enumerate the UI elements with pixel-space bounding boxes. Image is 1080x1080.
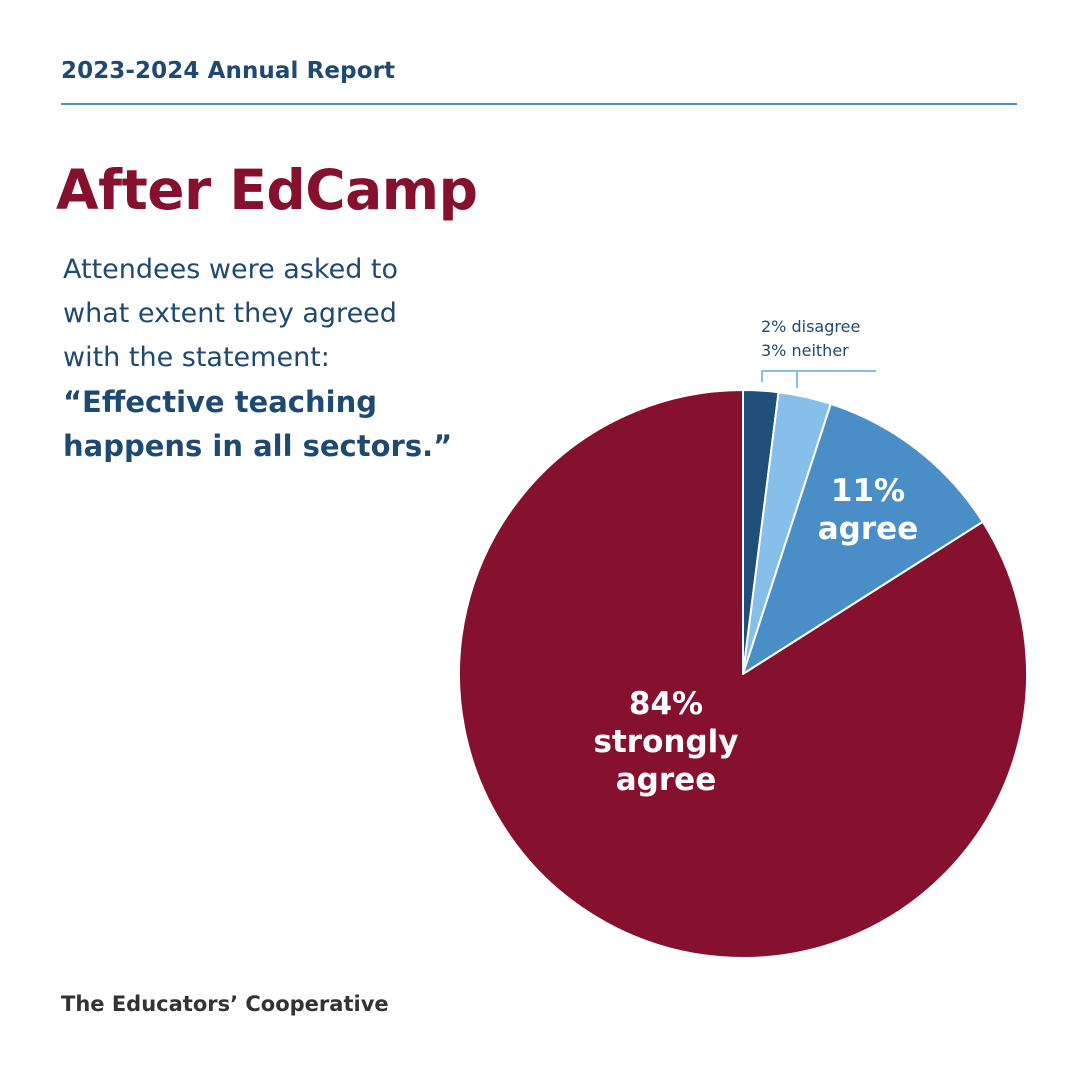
pie-slices	[458, 389, 1028, 959]
callout-label-neither: 3% neither	[761, 341, 849, 360]
header-divider	[61, 103, 1017, 105]
statement-line-1: “Effective teaching	[63, 385, 377, 419]
callout-bracket	[761, 370, 876, 388]
slice-label-agree-2: agree	[818, 511, 918, 547]
question-line-2: what extent they agreed	[63, 298, 397, 329]
slice-label-strongly-agree-2: strongly	[594, 724, 739, 760]
report-header: 2023-2024 Annual Report	[61, 58, 396, 84]
pie-slice-strongly-agree	[458, 389, 1028, 959]
pie-slice-agree	[742, 402, 984, 675]
slice-label-agree-1: 11%	[831, 473, 905, 509]
organization-name: The Educators’ Cooperative	[61, 992, 389, 1016]
slice-label-strongly-agree-3: agree	[616, 762, 716, 798]
callout-label-disagree: 2% disagree	[761, 317, 860, 336]
statement-line-2: happens in all sectors.”	[63, 429, 453, 463]
question-line-3: with the statement:	[63, 342, 330, 373]
slice-label-strongly-agree-1: 84%	[629, 686, 703, 722]
question-line-1: Attendees were asked to	[63, 254, 399, 285]
page-title: After EdCamp	[56, 158, 478, 222]
survey-question: Attendees were asked to what extent they…	[63, 248, 483, 468]
